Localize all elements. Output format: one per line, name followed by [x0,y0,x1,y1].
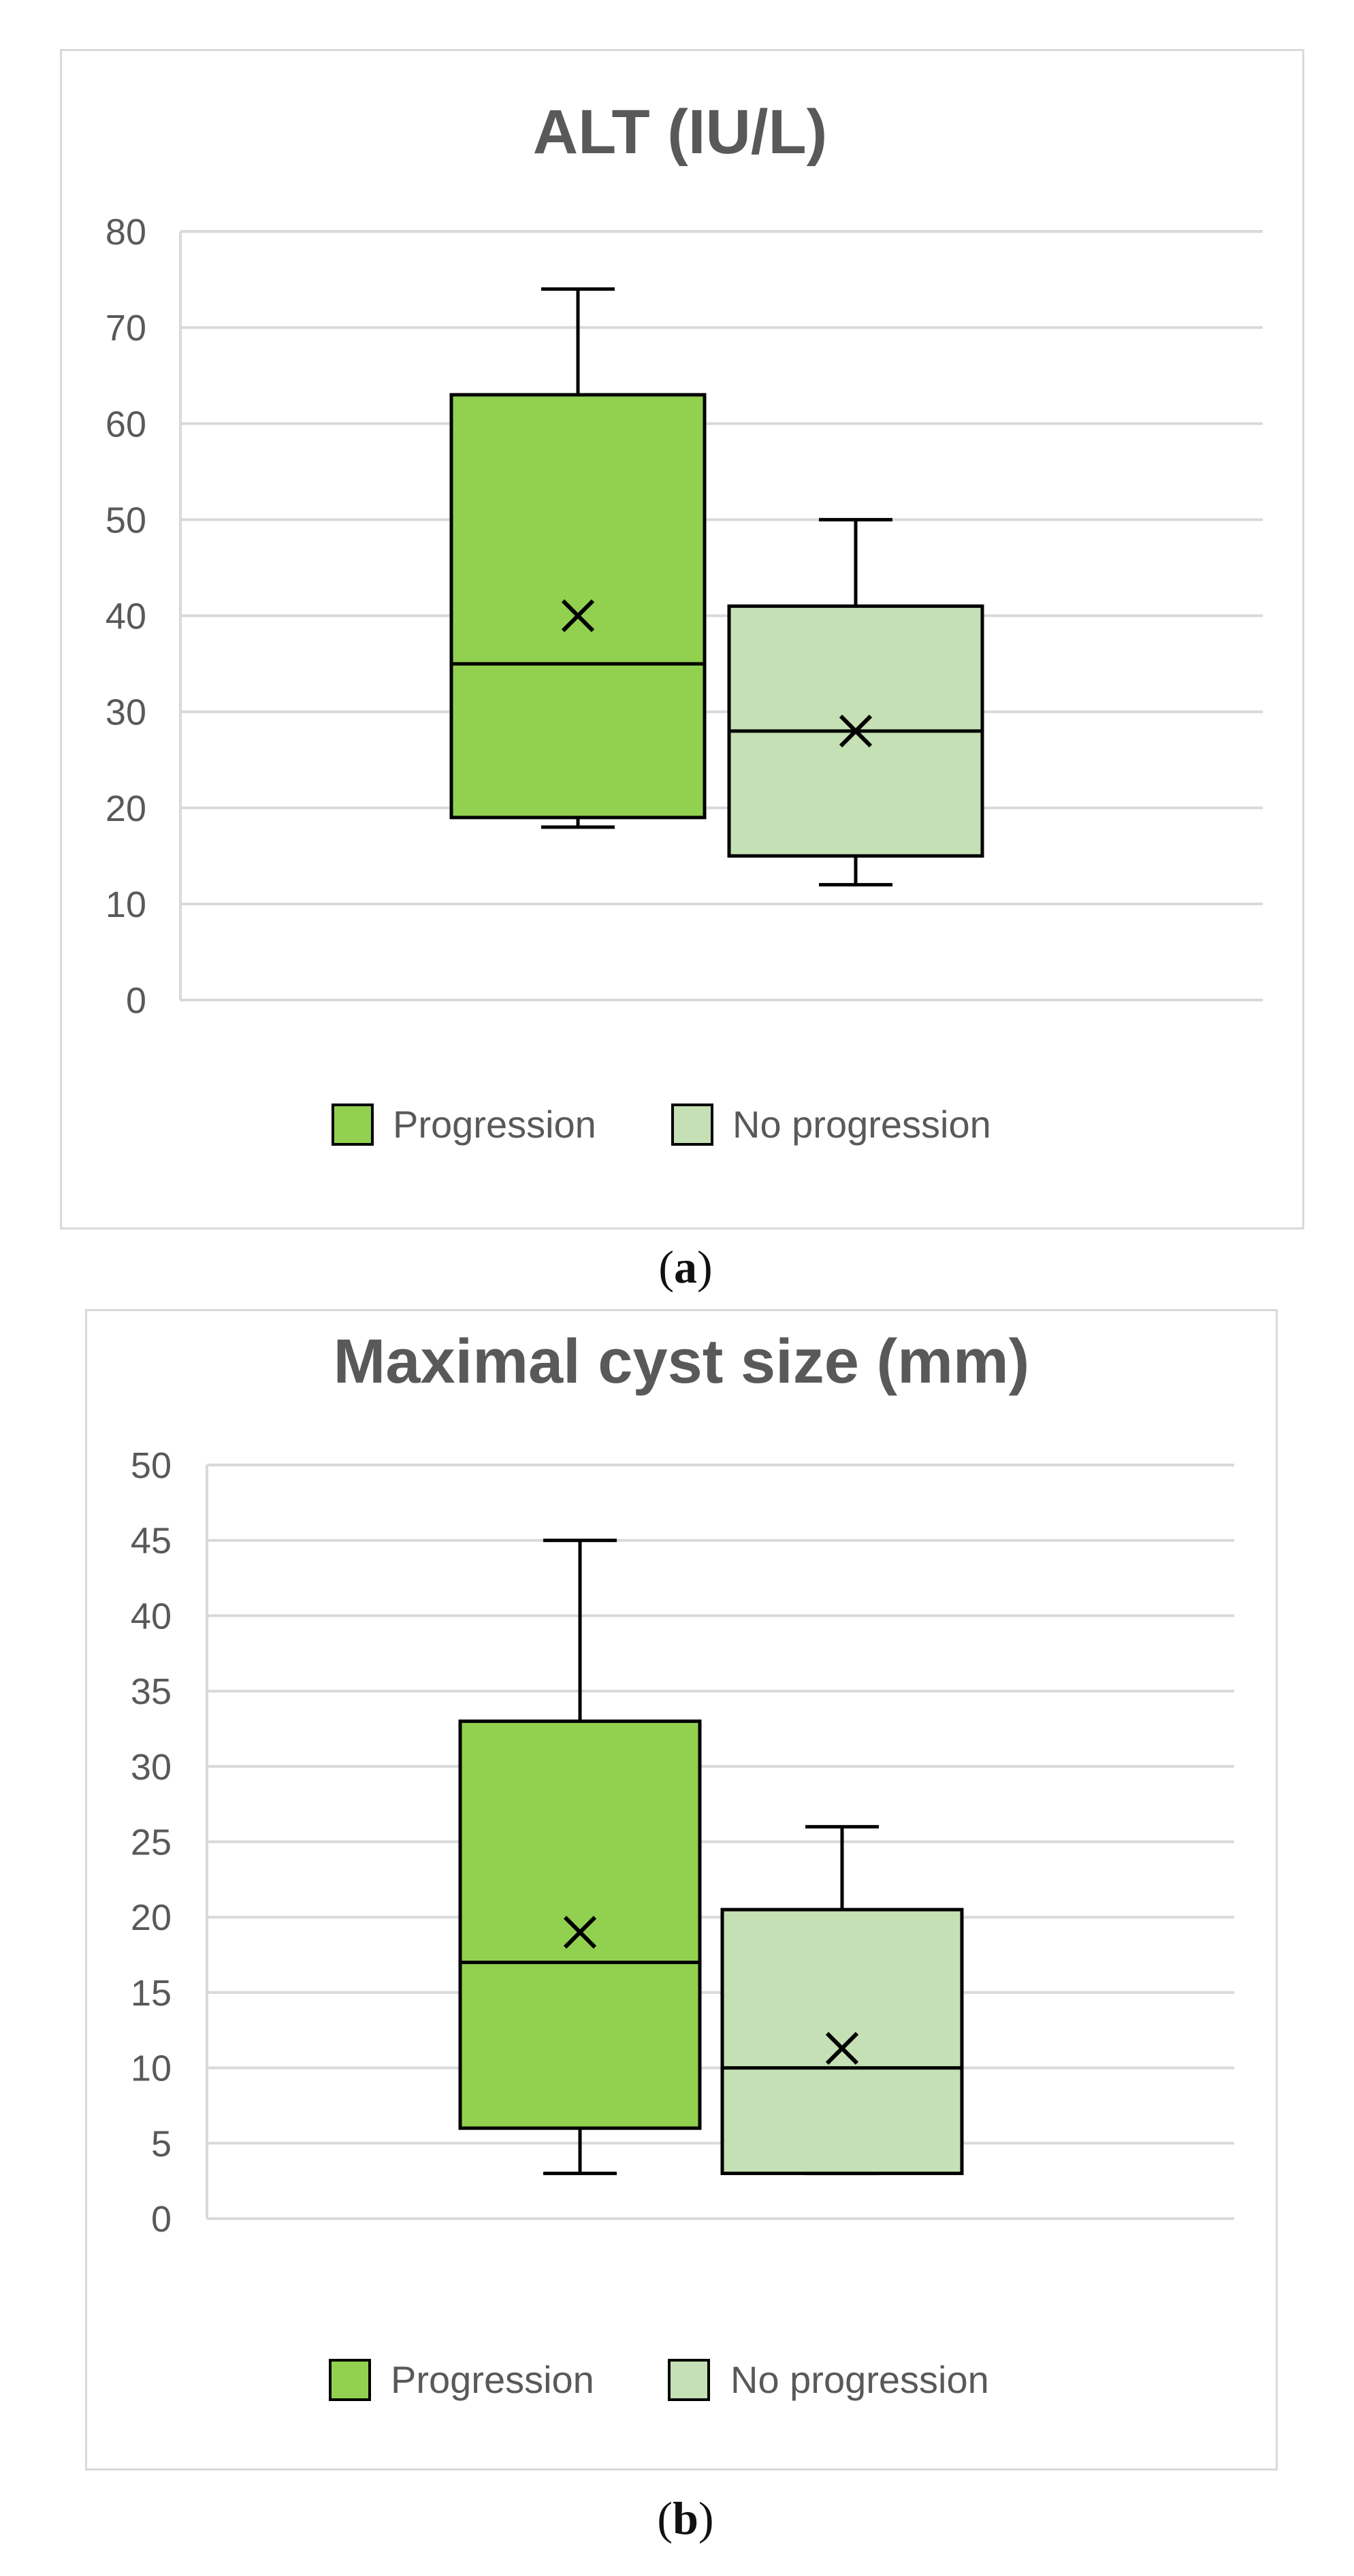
chart-title: ALT (IU/L) [533,97,828,167]
y-tick-label: 80 [106,212,146,253]
box-progression [449,287,707,829]
y-tick-label: 40 [131,1596,172,1637]
legend-label-progression: Progression [391,2358,594,2401]
chart-panel-alt: ALT (IU/L) 0 10 20 30 40 50 60 70 80 Progression No… [60,49,1304,1229]
y-tick-label: 15 [131,1973,172,2014]
box-no-progression [720,1824,964,2176]
box-progression [458,1539,702,2176]
iqr-box [720,1907,964,2176]
y-tick-label: 20 [106,788,146,829]
y-tick-label: 10 [106,884,146,925]
y-tick-label: 50 [106,500,146,541]
y-tick-label: 0 [151,2199,172,2240]
mean-marker [839,714,873,747]
legend-swatch-no-progression [671,1104,713,1146]
legend-swatch-no-progression [668,2359,710,2401]
mean-marker [825,2031,859,2065]
y-tick-label: 5 [151,2123,172,2164]
chart-title: Maximal cyst size (mm) [334,1327,1030,1396]
legend-swatch-progression [329,2359,371,2401]
legend-label-no-progression: No progression [732,1103,991,1146]
iqr-box [458,1719,702,2130]
y-tick-label: 10 [131,2048,172,2089]
mean-marker-stroke [563,1916,597,1949]
caption-b: (b) [657,2492,714,2544]
legend-swatch-progression [332,1104,374,1146]
y-tick-label: 45 [131,1521,172,1562]
y-tick-label: 25 [131,1822,172,1863]
y-tick-label: 30 [106,692,146,733]
mean-marker [561,599,595,632]
y-tick-label: 35 [131,1671,172,1712]
y-tick-label: 40 [106,596,146,637]
iqr-box [449,393,707,820]
mean-marker [563,1916,597,1949]
mean-marker-stroke [825,2031,859,2065]
y-tick-label: 50 [131,1445,172,1486]
legend-label-progression: Progression [393,1103,596,1146]
y-tick-label: 20 [131,1897,172,1938]
y-tick-label: 30 [131,1747,172,1788]
box-no-progression [727,517,984,887]
legend-label-no-progression: No progression [730,2358,989,2401]
alt-box-plot: ALT (IU/L) 0 10 20 30 40 50 60 70 80 Progression No… [106,97,1263,1146]
y-tick-label: 70 [106,308,146,349]
chart-panel-cyst-size: Maximal cyst size (mm) 0 5 10 15 20 25 30 35 40 45… [85,1309,1278,2470]
mean-marker-stroke [839,714,873,747]
y-tick-label: 0 [126,980,146,1021]
caption-a: (a) [658,1241,713,1293]
cyst-size-box-plot: Maximal cyst size (mm) 0 5 10 15 20 25 30 35 40 45… [131,1327,1234,2401]
mean-marker-stroke [561,599,595,632]
y-tick-label: 60 [106,404,146,445]
